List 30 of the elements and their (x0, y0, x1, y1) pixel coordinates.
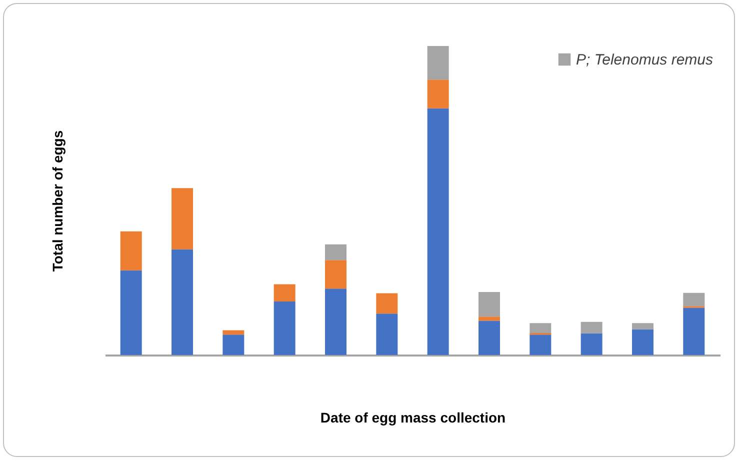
bar (478, 292, 500, 317)
bar (478, 320, 500, 355)
bar (120, 231, 142, 270)
bar (580, 333, 602, 355)
bar (580, 322, 602, 334)
bar (325, 260, 346, 289)
bar (683, 292, 705, 306)
bar (427, 80, 449, 108)
x-axis-title: Date of egg mass collection (320, 410, 506, 426)
bar (427, 46, 449, 80)
bar (325, 244, 346, 260)
y-axis-title: Total number of eggs (50, 130, 66, 272)
bar (427, 108, 449, 355)
bar (172, 249, 194, 355)
bar (274, 302, 296, 355)
bar (376, 314, 398, 355)
legend-label: P; Telenomus remus (576, 52, 714, 68)
bar (222, 330, 244, 335)
bar (530, 334, 552, 355)
bar (325, 288, 346, 355)
bar (222, 334, 244, 355)
bar (632, 329, 654, 355)
bar (172, 188, 194, 250)
bar (683, 308, 705, 355)
bar (274, 284, 296, 302)
bar (530, 323, 552, 334)
bar (120, 270, 142, 355)
bar (632, 323, 654, 330)
bar (478, 316, 500, 321)
bar (376, 293, 398, 314)
